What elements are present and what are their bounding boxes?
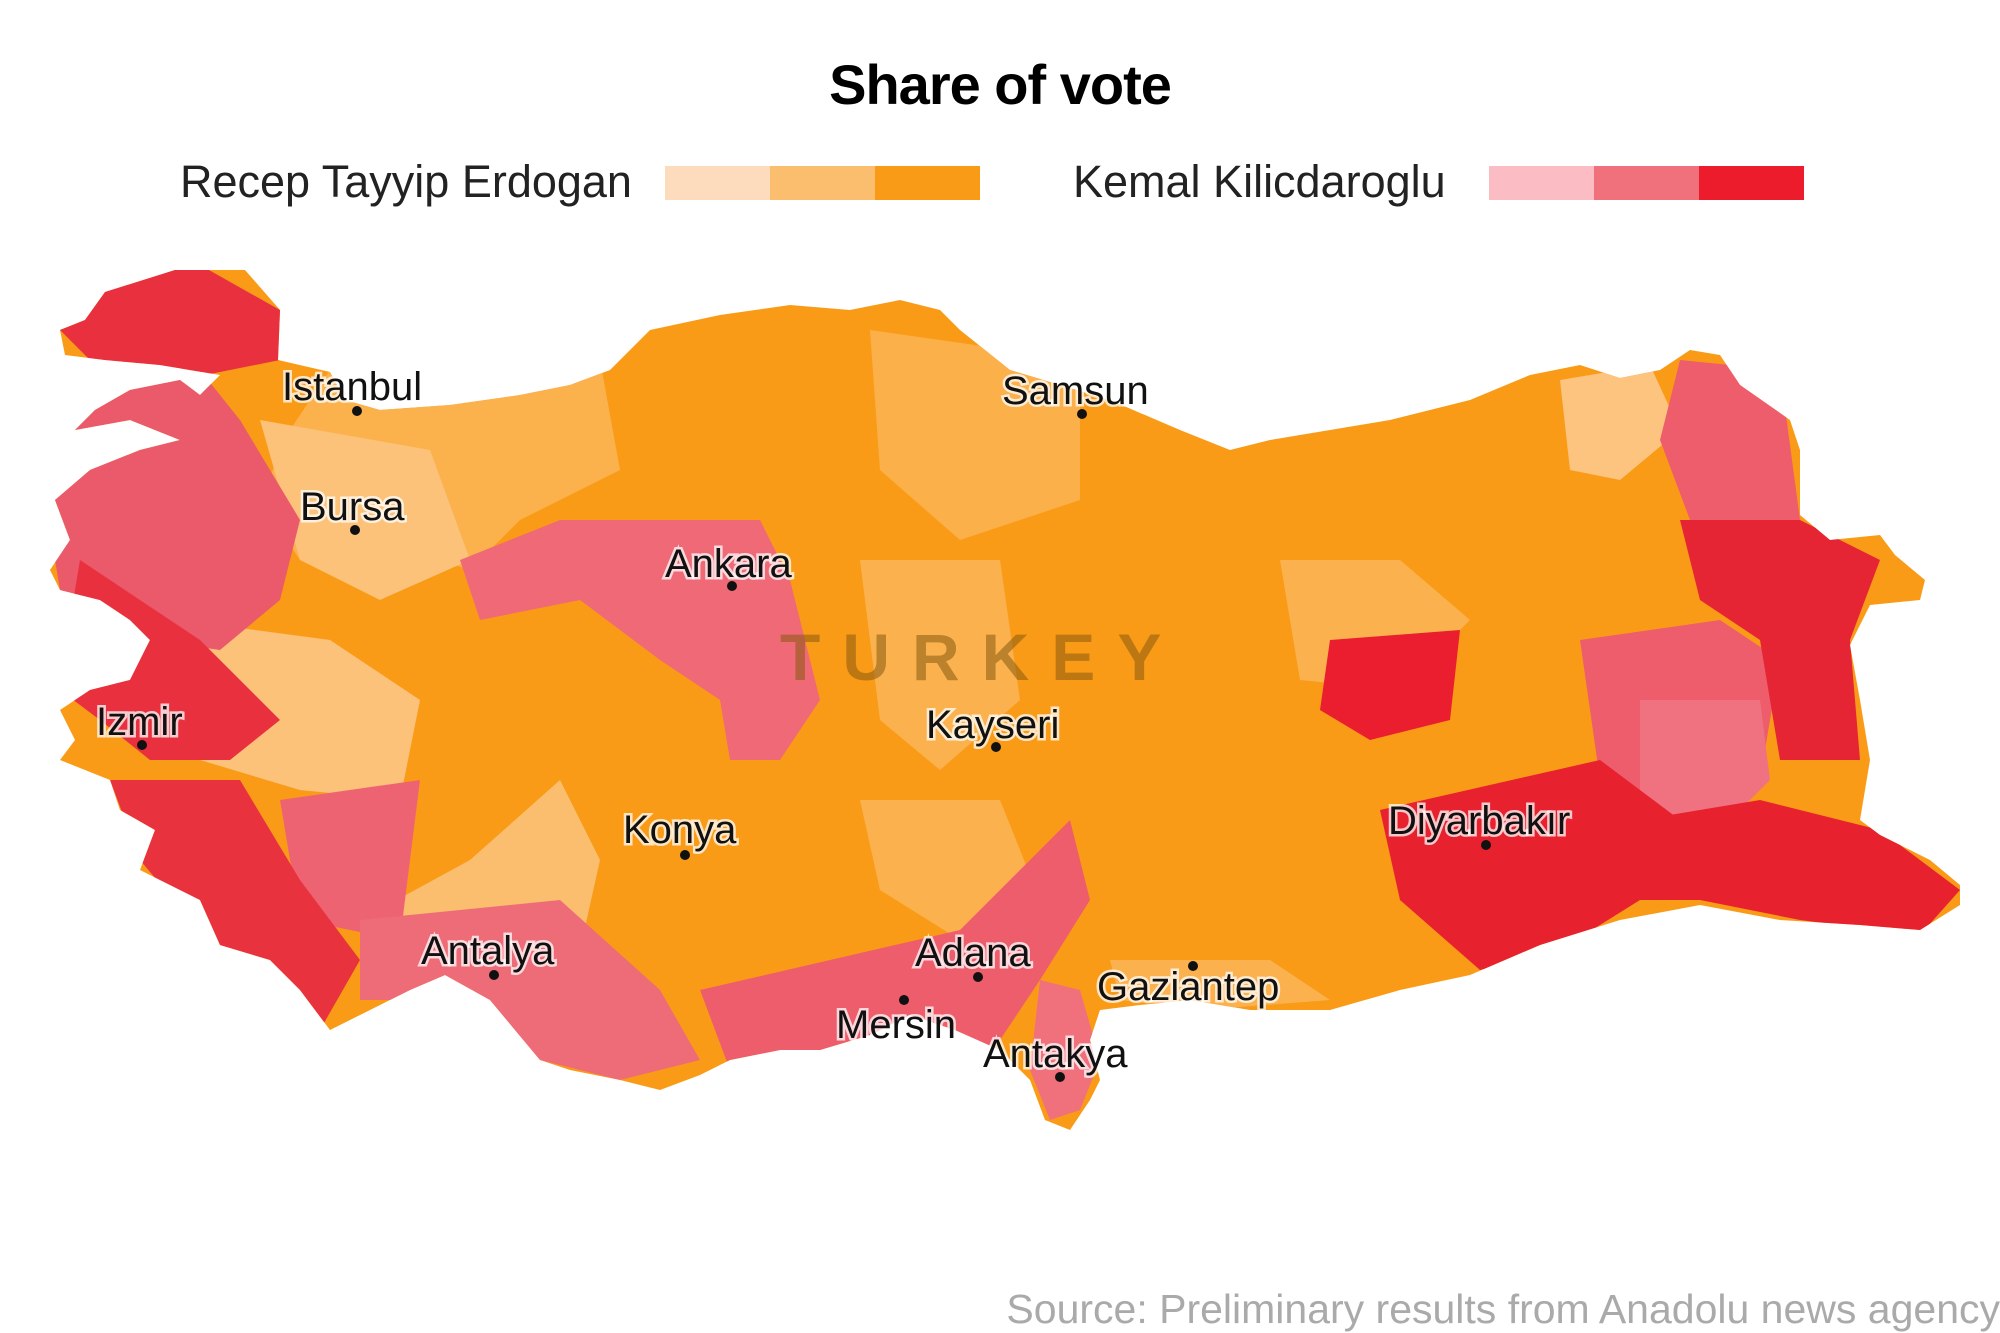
city-dot-konya	[680, 850, 690, 860]
region-hakkari-van	[1640, 800, 1960, 935]
legend-label-kilicdaroglu: Kemal Kilicdaroglu	[1073, 156, 1446, 207]
city-dot-samsun	[1077, 409, 1087, 419]
region-izmir	[60, 560, 280, 760]
city-label-diyarbakir: Diyarbakır	[1388, 799, 1570, 843]
city-dot-antalya	[489, 970, 499, 980]
region-kars-agri	[1680, 520, 1880, 760]
city-dot-ankara	[727, 581, 737, 591]
region-black-sea-west	[870, 330, 1080, 540]
city-label-adana: Adana	[915, 931, 1031, 975]
city-label-ankara: Ankara	[665, 542, 792, 586]
legend-label-erdogan: Recep Tayyip Erdogan	[180, 156, 632, 207]
city-dot-izmir	[137, 740, 147, 750]
region-mugla	[110, 780, 360, 1030]
city-label-izmir: Izmir	[96, 700, 183, 744]
city-dot-bursa	[350, 525, 360, 535]
region-mus	[1640, 700, 1770, 830]
city-markers: Istanbul Samsun Bursa Ankara Izmir Kayse…	[94, 363, 1573, 1082]
region-edirne	[60, 270, 280, 380]
city-label-antakya: Antakya	[983, 1032, 1128, 1076]
legend-swatch-kilicdaroglu-high	[1699, 166, 1804, 200]
city-label-mersin: Mersin	[836, 1003, 956, 1047]
city-dot-antakya	[1055, 1072, 1065, 1082]
legend-scale-kilicdaroglu	[1489, 166, 1804, 200]
city-label-antalya: Antalya	[421, 929, 555, 973]
city-dot-istanbul	[352, 406, 362, 416]
city-dot-adana	[973, 972, 983, 982]
legend-swatch-erdogan-low	[665, 166, 770, 200]
region-gaziantep	[1110, 960, 1330, 1010]
region-tunceli	[1320, 630, 1460, 740]
city-label-kayseri: Kayseri	[926, 703, 1059, 747]
legend-swatch-kilicdaroglu-mid	[1594, 166, 1699, 200]
city-dot-gaziantep	[1188, 961, 1198, 971]
city-label-konya: Konya	[623, 808, 737, 852]
city-dot-mersin	[899, 995, 909, 1005]
city-label-gaziantep: Gaziantep	[1097, 965, 1279, 1009]
city-dot-diyarbakir	[1481, 840, 1491, 850]
source-note: Source: Preliminary results from Anadolu…	[1006, 1286, 2000, 1332]
city-label-bursa: Bursa	[300, 485, 405, 529]
legend-swatch-kilicdaroglu-low	[1489, 166, 1594, 200]
region-ankara	[460, 520, 820, 760]
region-kayseri-west	[860, 560, 1020, 770]
city-dot-kayseri	[991, 742, 1001, 752]
legend-swatch-erdogan-mid	[770, 166, 875, 200]
legend-swatch-erdogan-high	[875, 166, 980, 200]
region-mersin-adana	[700, 820, 1090, 1070]
region-antalya	[360, 900, 700, 1080]
region-rize	[1560, 365, 1680, 480]
country-label: TURKEY	[780, 620, 1183, 694]
city-label-istanbul: Istanbul	[282, 365, 422, 409]
vote-regions	[50, 270, 1960, 1130]
region-hatay	[1030, 980, 1100, 1120]
chart-title: Share of vote	[829, 53, 1172, 116]
region-diyarbakir	[1380, 760, 1680, 970]
region-bursa	[260, 420, 470, 600]
region-artvin-ardahan	[1660, 360, 1800, 520]
city-label-samsun: Samsun	[1002, 369, 1149, 413]
legend-scale-erdogan	[665, 166, 980, 200]
